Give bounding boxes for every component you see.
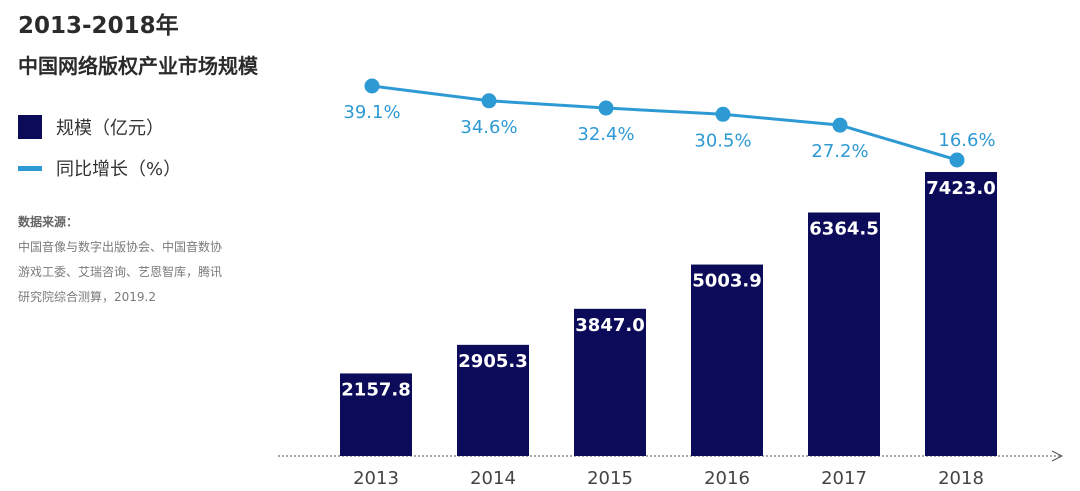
bar: [457, 344, 529, 456]
bar: [808, 212, 880, 456]
growth-value-label: 30.5%: [694, 130, 751, 151]
x-tick-label: 2013: [353, 468, 399, 489]
x-tick-label: 2018: [938, 468, 984, 489]
source-line: 中国音像与数字出版协会、中国音数协: [18, 240, 223, 254]
source-line: 研究院综合测算，2019.2: [18, 290, 156, 304]
legend-bar-swatch: [18, 115, 42, 139]
growth-point: [598, 100, 614, 116]
growth-point: [832, 117, 848, 133]
bar: [925, 172, 997, 456]
x-tick-label: 2017: [821, 468, 867, 489]
bar: [691, 264, 763, 456]
bar-value-label: 3847.0: [575, 315, 644, 336]
growth-point: [715, 106, 731, 122]
growth-point: [949, 152, 965, 168]
source-line: 游戏工委、艾瑞咨询、艺恩智库，腾讯: [18, 265, 223, 279]
growth-value-label: 16.6%: [938, 130, 995, 151]
growth-point: [364, 78, 380, 94]
bar-value-label: 5003.9: [692, 271, 761, 292]
legend-line-label: 同比增长（%）: [56, 159, 182, 180]
growth-line: [371, 84, 958, 162]
bar: [340, 373, 412, 456]
x-tick-label: 2014: [470, 468, 516, 489]
legend-bar-label: 规模（亿元）: [56, 118, 164, 139]
chart-subtitle: 中国网络版权产业市场规模: [18, 54, 258, 78]
source-title: 数据来源：: [18, 215, 79, 229]
growth-value-label: 39.1%: [343, 102, 400, 123]
bar-value-label: 2157.8: [341, 379, 410, 400]
growth-value-label: 32.4%: [577, 124, 634, 145]
chart-title: 2013-2018年: [18, 13, 179, 39]
bar-value-label: 2905.3: [458, 351, 527, 372]
growth-value-label: 34.6%: [460, 117, 517, 138]
legend-item-line: 同比增长（%）: [18, 155, 181, 181]
x-axis-arrow: [1051, 450, 1064, 462]
x-tick-label: 2015: [587, 468, 633, 489]
x-tick-label: 2016: [704, 468, 750, 489]
growth-point: [481, 93, 497, 109]
bar: [574, 308, 646, 456]
growth-value-label: 27.2%: [811, 141, 868, 162]
bar-value-label: 7423.0: [926, 178, 995, 199]
legend-line-swatch: [18, 165, 42, 171]
legend-item-bar: 规模（亿元）: [18, 114, 164, 140]
bar-value-label: 6364.5: [809, 218, 878, 239]
